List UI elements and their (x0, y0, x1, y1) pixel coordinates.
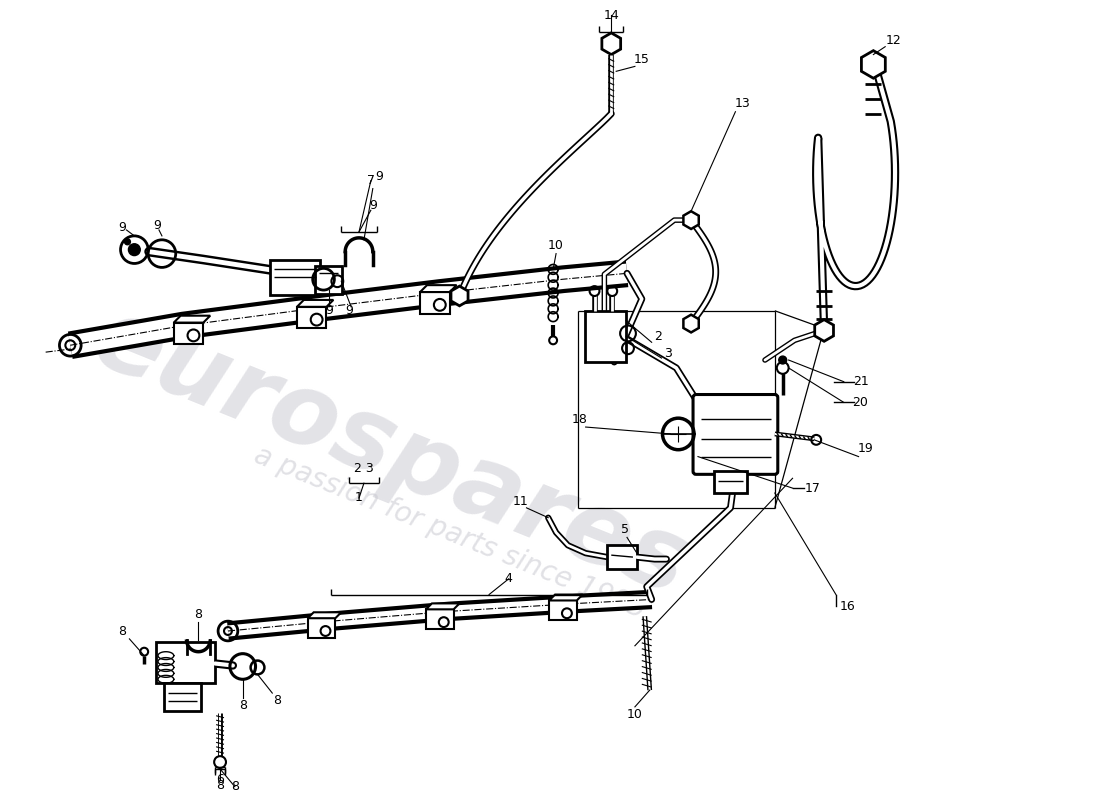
Bar (164, 683, 201, 711)
Circle shape (777, 362, 789, 374)
Text: 2 3: 2 3 (354, 462, 374, 475)
Text: 15: 15 (634, 53, 650, 66)
Text: 4: 4 (505, 572, 513, 586)
Bar (174, 322, 204, 344)
Text: 8: 8 (195, 608, 202, 621)
Polygon shape (426, 603, 460, 610)
Bar (271, 259, 320, 295)
Text: 7: 7 (366, 174, 375, 187)
Text: 13: 13 (735, 98, 750, 110)
Text: 12: 12 (886, 34, 901, 47)
Text: 17: 17 (804, 482, 821, 494)
Bar (308, 618, 336, 638)
Text: 5: 5 (621, 523, 629, 536)
Text: 9: 9 (153, 218, 161, 231)
Polygon shape (308, 612, 341, 618)
Circle shape (549, 336, 557, 344)
Text: 21: 21 (852, 375, 868, 388)
Text: eurospares: eurospares (79, 290, 702, 617)
Bar (607, 546, 637, 569)
Text: 19: 19 (858, 442, 873, 455)
Text: 9: 9 (326, 304, 333, 318)
Polygon shape (549, 594, 583, 601)
Text: 3: 3 (664, 346, 672, 360)
Bar (426, 610, 453, 629)
Polygon shape (297, 300, 333, 307)
Text: a passion for parts since 1985: a passion for parts since 1985 (250, 441, 649, 624)
Bar (297, 307, 327, 329)
Text: 20: 20 (852, 396, 869, 409)
Text: 10: 10 (627, 708, 642, 722)
Circle shape (779, 356, 786, 364)
Text: 16: 16 (840, 600, 856, 613)
Text: 18: 18 (572, 413, 587, 426)
Text: 9: 9 (375, 170, 383, 183)
Bar (156, 642, 216, 683)
Text: 8: 8 (231, 780, 239, 793)
Text: 11: 11 (513, 495, 528, 509)
Bar (315, 266, 342, 294)
Bar (420, 292, 450, 314)
Circle shape (141, 648, 149, 656)
Text: 8: 8 (239, 699, 246, 712)
Circle shape (214, 756, 225, 768)
Polygon shape (174, 316, 210, 322)
Text: 8: 8 (119, 626, 126, 638)
FancyBboxPatch shape (693, 394, 778, 474)
Text: 8: 8 (216, 779, 224, 792)
Text: 9: 9 (368, 199, 376, 212)
Text: 6: 6 (216, 774, 224, 786)
Text: 8: 8 (273, 694, 282, 707)
Text: 10: 10 (548, 239, 564, 252)
Text: 9: 9 (119, 221, 126, 234)
Text: 2: 2 (654, 330, 662, 343)
Text: 9: 9 (345, 304, 353, 318)
Bar (549, 601, 576, 620)
Polygon shape (420, 285, 456, 292)
Bar (585, 310, 626, 362)
Bar (714, 471, 747, 493)
Text: 14: 14 (604, 9, 619, 22)
Circle shape (129, 244, 141, 255)
Circle shape (124, 239, 131, 245)
Text: 1: 1 (355, 491, 363, 505)
